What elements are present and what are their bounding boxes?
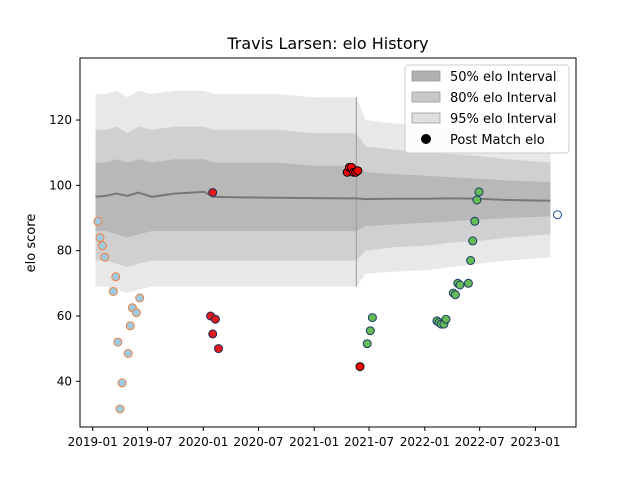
data-point bbox=[468, 236, 478, 246]
data-point bbox=[115, 404, 125, 414]
x-tick-label: 2020-01 bbox=[178, 435, 228, 449]
chart-title: Travis Larsen: elo History bbox=[226, 34, 428, 53]
x-tick-label: 2021-01 bbox=[289, 435, 339, 449]
data-point bbox=[93, 216, 103, 226]
data-point bbox=[100, 252, 110, 262]
data-point bbox=[553, 210, 562, 220]
data-point bbox=[441, 314, 451, 324]
legend-swatch bbox=[411, 70, 441, 82]
legend-label: 95% elo Interval bbox=[450, 112, 557, 127]
x-tick-label: 2019-01 bbox=[68, 435, 118, 449]
data-point bbox=[125, 321, 135, 331]
x-tick-label: 2023-01 bbox=[510, 435, 560, 449]
legend-box bbox=[404, 64, 570, 154]
y-tick-label: 40 bbox=[57, 374, 72, 388]
x-tick-label: 2020-07 bbox=[233, 435, 283, 449]
y-axis-label: elo score bbox=[24, 214, 39, 273]
x-tick-label: 2019-07 bbox=[122, 435, 172, 449]
data-point bbox=[367, 313, 377, 323]
x-axis: 2019-01 2019-07 2020-01 2020-07 2021-01 2021-… bbox=[68, 427, 560, 449]
x-tick-label: 2022-01 bbox=[400, 435, 450, 449]
median-elo-line bbox=[95, 190, 551, 202]
data-point bbox=[208, 188, 218, 197]
data-point bbox=[97, 241, 107, 251]
data-point bbox=[463, 278, 473, 288]
data-point bbox=[208, 329, 218, 339]
y-tick-label: 60 bbox=[57, 309, 72, 323]
data-point bbox=[355, 362, 365, 372]
legend-swatch bbox=[411, 91, 441, 103]
data-point bbox=[135, 293, 145, 303]
data-point bbox=[353, 166, 363, 176]
y-tick-label: 100 bbox=[49, 178, 72, 192]
data-point bbox=[95, 233, 105, 243]
legend-swatch bbox=[411, 112, 441, 124]
data-point bbox=[365, 326, 375, 336]
legend-marker bbox=[421, 134, 431, 144]
data-point bbox=[470, 216, 480, 226]
data-point bbox=[113, 337, 123, 347]
post-match-points bbox=[93, 162, 562, 414]
data-point bbox=[450, 290, 460, 300]
legend: 50% elo Interval 80% elo Interval 95% elo … bbox=[404, 64, 570, 154]
data-point bbox=[362, 339, 372, 349]
data-point bbox=[455, 280, 465, 290]
data-point bbox=[210, 314, 220, 324]
data-point bbox=[472, 195, 482, 205]
y-tick-label: 120 bbox=[49, 113, 72, 127]
legend-label: Post Match elo bbox=[450, 133, 545, 148]
x-tick-label: 2021-07 bbox=[344, 435, 394, 449]
plot-frame bbox=[79, 57, 577, 428]
legend-label: 50% elo Interval bbox=[450, 70, 557, 85]
data-point bbox=[108, 287, 118, 296]
data-point bbox=[131, 308, 141, 318]
data-point bbox=[123, 349, 133, 358]
data-point bbox=[117, 378, 127, 388]
data-point bbox=[474, 187, 484, 197]
legend-label: 80% elo Interval bbox=[450, 91, 557, 106]
data-point bbox=[214, 344, 223, 354]
elo-median-line bbox=[95, 190, 551, 202]
y-tick-label: 80 bbox=[57, 244, 72, 258]
data-point bbox=[111, 272, 121, 282]
x-tick-label: 2022-07 bbox=[455, 435, 505, 449]
y-axis: 40 60 80 100 120 bbox=[49, 113, 80, 388]
data-point bbox=[466, 256, 476, 265]
